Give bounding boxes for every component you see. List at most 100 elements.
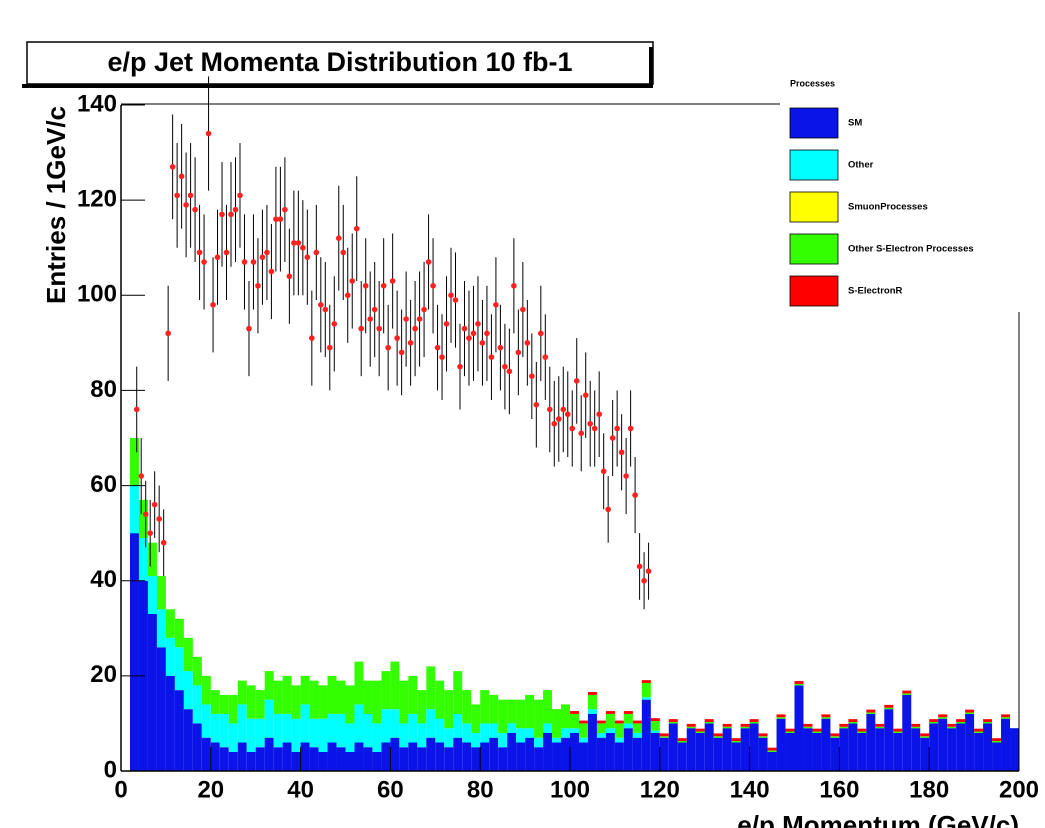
- histogram-bar: [480, 742, 490, 771]
- data-point: [210, 302, 216, 308]
- histogram-bar: [309, 680, 319, 719]
- histogram-bar: [444, 690, 454, 729]
- histogram-bar: [165, 609, 175, 638]
- legend-swatch: [789, 191, 839, 223]
- data-point: [187, 192, 194, 199]
- histogram-bar: [659, 737, 669, 771]
- histogram-bar: [776, 717, 786, 719]
- histogram-bar: [650, 730, 660, 733]
- y-axis-label: Entries / 1GeV/c: [41, 106, 71, 304]
- histogram-bar: [327, 713, 337, 743]
- histogram-bar: [722, 723, 732, 727]
- histogram-bar: [174, 618, 184, 648]
- histogram-bar: [839, 723, 849, 727]
- histogram-bar: [956, 723, 966, 771]
- data-point: [425, 259, 432, 265]
- histogram-bar: [183, 637, 193, 672]
- legend-label: Other S-Electron Processes: [848, 244, 974, 255]
- histogram-bar: [992, 742, 1002, 771]
- data-point: [268, 268, 275, 275]
- histogram-bar: [570, 711, 579, 714]
- data-point: [600, 468, 607, 475]
- histogram-bar: [273, 680, 283, 714]
- y-tick-label: 80: [90, 376, 117, 403]
- data-point: [564, 411, 571, 418]
- histogram-bar: [192, 656, 202, 686]
- histogram-bar: [956, 719, 966, 723]
- histogram-bar: [534, 699, 544, 738]
- histogram-bar: [435, 718, 445, 743]
- data-point: [318, 302, 324, 308]
- histogram-bar: [264, 671, 274, 700]
- histogram-bar: [129, 533, 139, 771]
- histogram-bar: [686, 723, 696, 727]
- histogram-bar: [282, 742, 292, 771]
- data-point: [533, 401, 540, 408]
- histogram-bar: [543, 690, 553, 724]
- data-point: [309, 335, 315, 341]
- histogram-bar: [246, 751, 256, 771]
- histogram-bar: [318, 685, 328, 719]
- histogram-bar: [695, 728, 705, 732]
- data-point: [205, 130, 212, 137]
- histogram-bar: [372, 751, 382, 771]
- histogram-bar: [947, 728, 957, 771]
- histogram-bar: [965, 712, 975, 714]
- data-point: [582, 392, 589, 398]
- histogram-bar: [785, 728, 795, 732]
- histogram-bar: [650, 732, 660, 771]
- data-point: [331, 321, 338, 327]
- histogram-bar: [974, 732, 984, 771]
- histogram-bar: [561, 704, 570, 729]
- histogram-bar: [866, 709, 876, 713]
- histogram-bar: [596, 737, 606, 771]
- histogram-bar: [623, 728, 633, 771]
- data-point: [358, 325, 365, 332]
- data-point: [192, 206, 198, 213]
- y-tick-label: 40: [90, 566, 117, 593]
- histogram-bar: [812, 728, 822, 732]
- histogram-bar: [435, 680, 445, 719]
- histogram-bar: [138, 499, 148, 538]
- y-tick-label: 60: [90, 471, 117, 498]
- histogram-bar: [731, 738, 741, 742]
- histogram-bar: [1001, 717, 1011, 719]
- histogram-bar: [587, 692, 597, 695]
- histogram-bar: [668, 723, 678, 771]
- histogram-bar: [309, 747, 319, 771]
- data-point: [645, 568, 652, 574]
- histogram-bar: [444, 728, 454, 748]
- histogram-bar: [336, 747, 346, 771]
- data-point: [273, 216, 279, 222]
- data-point: [241, 259, 248, 265]
- histogram-bar: [300, 742, 310, 771]
- data-point: [484, 330, 490, 337]
- histogram-bar: [570, 713, 579, 729]
- histogram-bar: [686, 728, 696, 771]
- histogram-bar: [372, 723, 382, 752]
- data-point: [605, 506, 611, 513]
- histogram-bar: [758, 737, 768, 771]
- histogram-bar: [426, 737, 436, 771]
- data-point: [246, 325, 252, 332]
- histogram-bar: [767, 747, 777, 751]
- histogram-bar: [668, 722, 678, 724]
- histogram-bar: [165, 637, 175, 676]
- histogram-bar: [659, 733, 669, 737]
- y-tick-label: 0: [104, 756, 117, 783]
- histogram-bar: [803, 726, 813, 729]
- histogram-bar: [704, 719, 714, 723]
- histogram-bar: [165, 675, 175, 771]
- data-point: [627, 425, 634, 432]
- histogram-bar: [219, 713, 229, 748]
- histogram-bar: [489, 737, 499, 771]
- histogram-bar: [992, 741, 1002, 743]
- data-point: [344, 292, 351, 299]
- histogram-bar: [192, 723, 202, 771]
- histogram-bar: [417, 723, 427, 748]
- histogram-bar: [677, 741, 687, 743]
- data-point: [497, 344, 504, 351]
- histogram-bar: [498, 747, 508, 771]
- histogram-bar: [614, 737, 624, 743]
- histogram-bar: [480, 690, 490, 724]
